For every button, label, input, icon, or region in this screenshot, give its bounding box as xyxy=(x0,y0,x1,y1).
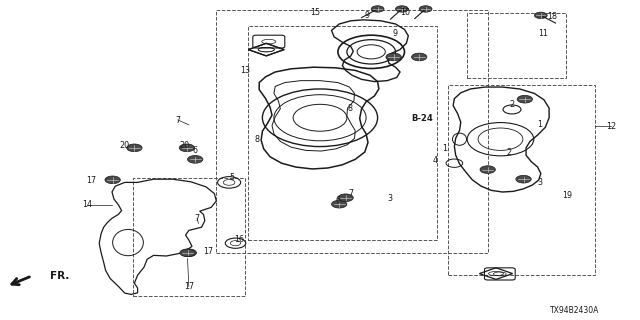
Text: 2: 2 xyxy=(506,148,511,156)
Text: 18: 18 xyxy=(547,12,557,20)
Text: 20: 20 xyxy=(120,141,130,150)
Text: 1: 1 xyxy=(442,144,447,153)
Circle shape xyxy=(534,12,547,19)
Bar xyxy=(467,13,566,78)
Circle shape xyxy=(188,156,203,163)
Circle shape xyxy=(517,95,532,103)
Text: 7: 7 xyxy=(348,189,353,198)
Text: 17: 17 xyxy=(184,282,194,291)
Circle shape xyxy=(179,144,195,152)
Circle shape xyxy=(332,200,347,208)
Circle shape xyxy=(371,6,384,12)
Text: 6: 6 xyxy=(335,196,340,205)
Circle shape xyxy=(516,175,531,183)
Text: 16: 16 xyxy=(234,235,244,244)
Text: 3: 3 xyxy=(537,178,542,187)
Text: 2: 2 xyxy=(509,100,515,108)
Circle shape xyxy=(480,166,495,173)
Circle shape xyxy=(419,6,432,12)
Text: 20: 20 xyxy=(179,141,189,150)
Text: 10: 10 xyxy=(400,8,410,17)
Text: 17: 17 xyxy=(86,176,97,185)
Text: 9: 9 xyxy=(364,11,369,20)
Text: 15: 15 xyxy=(310,8,321,17)
Text: 9: 9 xyxy=(392,29,397,38)
Circle shape xyxy=(127,144,142,152)
Circle shape xyxy=(338,194,353,202)
Text: 4: 4 xyxy=(433,156,438,164)
Text: 14: 14 xyxy=(82,200,92,209)
Circle shape xyxy=(396,6,408,12)
Text: FR.: FR. xyxy=(50,271,69,281)
Circle shape xyxy=(180,249,195,257)
Circle shape xyxy=(412,53,427,61)
Text: 3: 3 xyxy=(388,194,393,203)
Bar xyxy=(248,26,437,240)
Text: 7: 7 xyxy=(175,116,180,124)
Text: 11: 11 xyxy=(538,29,548,38)
Text: 17: 17 xyxy=(203,247,213,256)
Text: 5: 5 xyxy=(230,173,235,182)
Bar xyxy=(216,10,488,253)
Bar xyxy=(133,178,245,296)
Text: 19: 19 xyxy=(563,191,573,200)
Bar xyxy=(448,85,595,275)
Text: 1: 1 xyxy=(537,120,542,129)
Text: TX94B2430A: TX94B2430A xyxy=(550,306,600,315)
Text: B-24: B-24 xyxy=(412,114,433,123)
Circle shape xyxy=(105,176,120,184)
Text: 12: 12 xyxy=(606,122,616,131)
Circle shape xyxy=(181,249,196,257)
Text: 8: 8 xyxy=(348,104,353,113)
Text: 6: 6 xyxy=(192,146,197,155)
Circle shape xyxy=(386,53,401,61)
Text: 13: 13 xyxy=(240,66,250,75)
Text: 8: 8 xyxy=(255,135,260,144)
Text: 7: 7 xyxy=(195,214,200,223)
